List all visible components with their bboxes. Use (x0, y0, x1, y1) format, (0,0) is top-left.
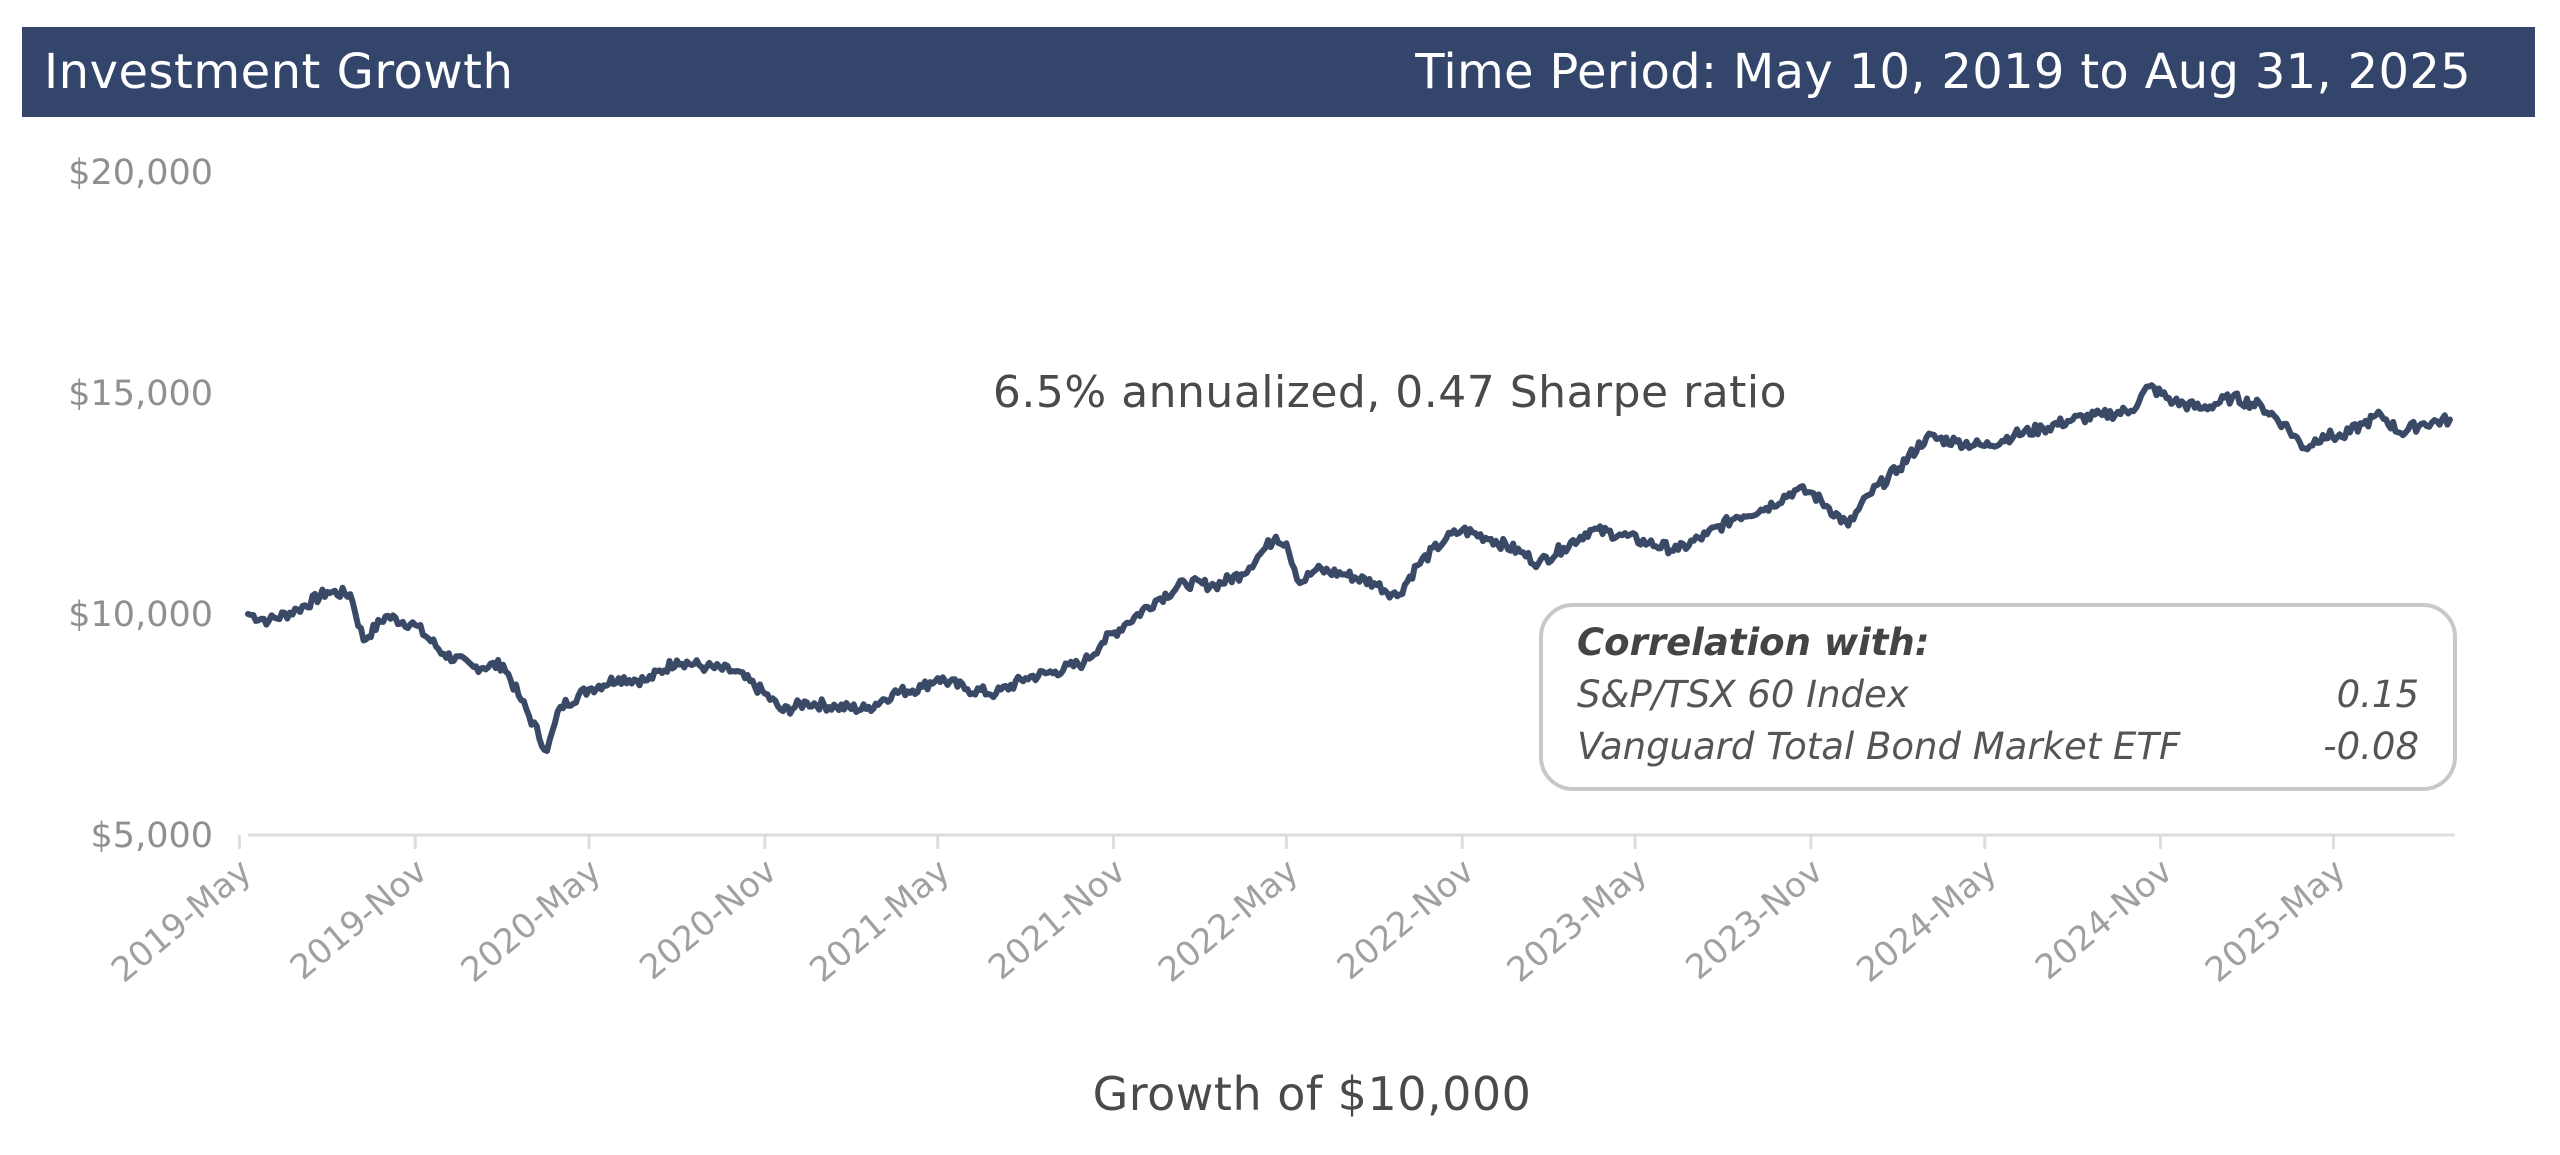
correlation-value: 0.15 (2336, 673, 2419, 716)
correlation-title: Correlation with: (1577, 621, 1930, 664)
y-tick-label: $15,000 (68, 374, 213, 414)
correlation-row: Vanguard Total Bond Market ETF -0.08 (1577, 721, 2419, 773)
x-tick-label: 2024-Nov (2028, 851, 2180, 988)
x-tick-label: 2022-May (1151, 851, 1306, 990)
y-tick-label: $10,000 (68, 595, 213, 635)
x-tick-label: 2024-May (1849, 851, 2004, 990)
x-tick-label: 2023-Nov (1678, 851, 1830, 988)
x-tick-label: 2019-May (104, 851, 259, 990)
chart-header: Investment Growth Time Period: May 10, 2… (22, 27, 2535, 117)
correlation-name: S&P/TSX 60 Index (1577, 673, 1909, 716)
growth-series-line (245, 382, 2453, 754)
correlation-box: Correlation with: S&P/TSX 60 Index 0.15 … (1539, 603, 2457, 791)
chart-title: Investment Growth (44, 44, 514, 100)
x-tick-label: 2021-Nov (981, 851, 1133, 988)
x-tick-label: 2020-May (454, 851, 609, 990)
x-tick-label: 2022-Nov (1330, 851, 1482, 988)
x-tick-label: 2023-May (1500, 851, 1655, 990)
x-tick-label: 2020-Nov (632, 851, 784, 988)
correlation-name: Vanguard Total Bond Market ETF (1577, 725, 2181, 768)
correlation-value: -0.08 (2323, 725, 2419, 768)
y-tick-label: $20,000 (68, 153, 213, 193)
x-tick-label: 2019-Nov (283, 851, 435, 988)
x-tick-label: 2021-May (802, 851, 957, 990)
x-tick-label: 2025-May (2198, 851, 2353, 990)
x-axis-label: Growth of $10,000 (1093, 1067, 1532, 1121)
chart-subtitle: 6.5% annualized, 0.47 Sharpe ratio (993, 367, 1787, 418)
x-axis: 2019-May 2019-Nov 2020-May 2020-Nov 2021-May… (104, 835, 2353, 991)
y-tick-label: $5,000 (91, 816, 213, 856)
time-period-label: Time Period: May 10, 2019 to Aug 31, 202… (1415, 44, 2471, 100)
correlation-row: S&P/TSX 60 Index 0.15 (1577, 669, 2419, 721)
y-axis: $5,000 $10,000 $15,000 $20,000 (68, 153, 213, 856)
